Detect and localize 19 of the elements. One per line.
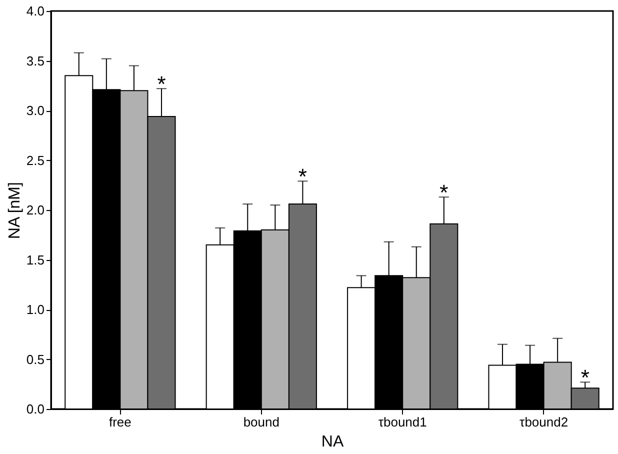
x-tick-label: τbound2	[520, 414, 568, 430]
x-tick-label: τbound1	[378, 414, 427, 430]
y-tick-label: 3.0	[26, 103, 44, 118]
data-label: *	[157, 72, 166, 97]
y-tick-label: 2.5	[26, 152, 44, 168]
data-label: *	[298, 164, 308, 190]
data-label: *	[580, 365, 590, 390]
y-axis-title: NA [nM]	[6, 182, 24, 239]
y-tick-label: 1.5	[26, 252, 44, 268]
y-tick-label: 1.0	[26, 302, 44, 317]
x-tick-label: free	[108, 414, 132, 430]
y-tick-label: 0.5	[26, 352, 44, 367]
x-axis-title: NA	[321, 434, 344, 450]
y-tick-label: 0.0	[26, 402, 44, 416]
y-tick-label: 3.5	[26, 53, 44, 68]
data-label: *	[440, 180, 449, 206]
y-tick-label: 4.0	[26, 4, 44, 18]
x-tick-label: bound	[243, 414, 280, 430]
y-tick-label: 2.0	[26, 202, 44, 218]
